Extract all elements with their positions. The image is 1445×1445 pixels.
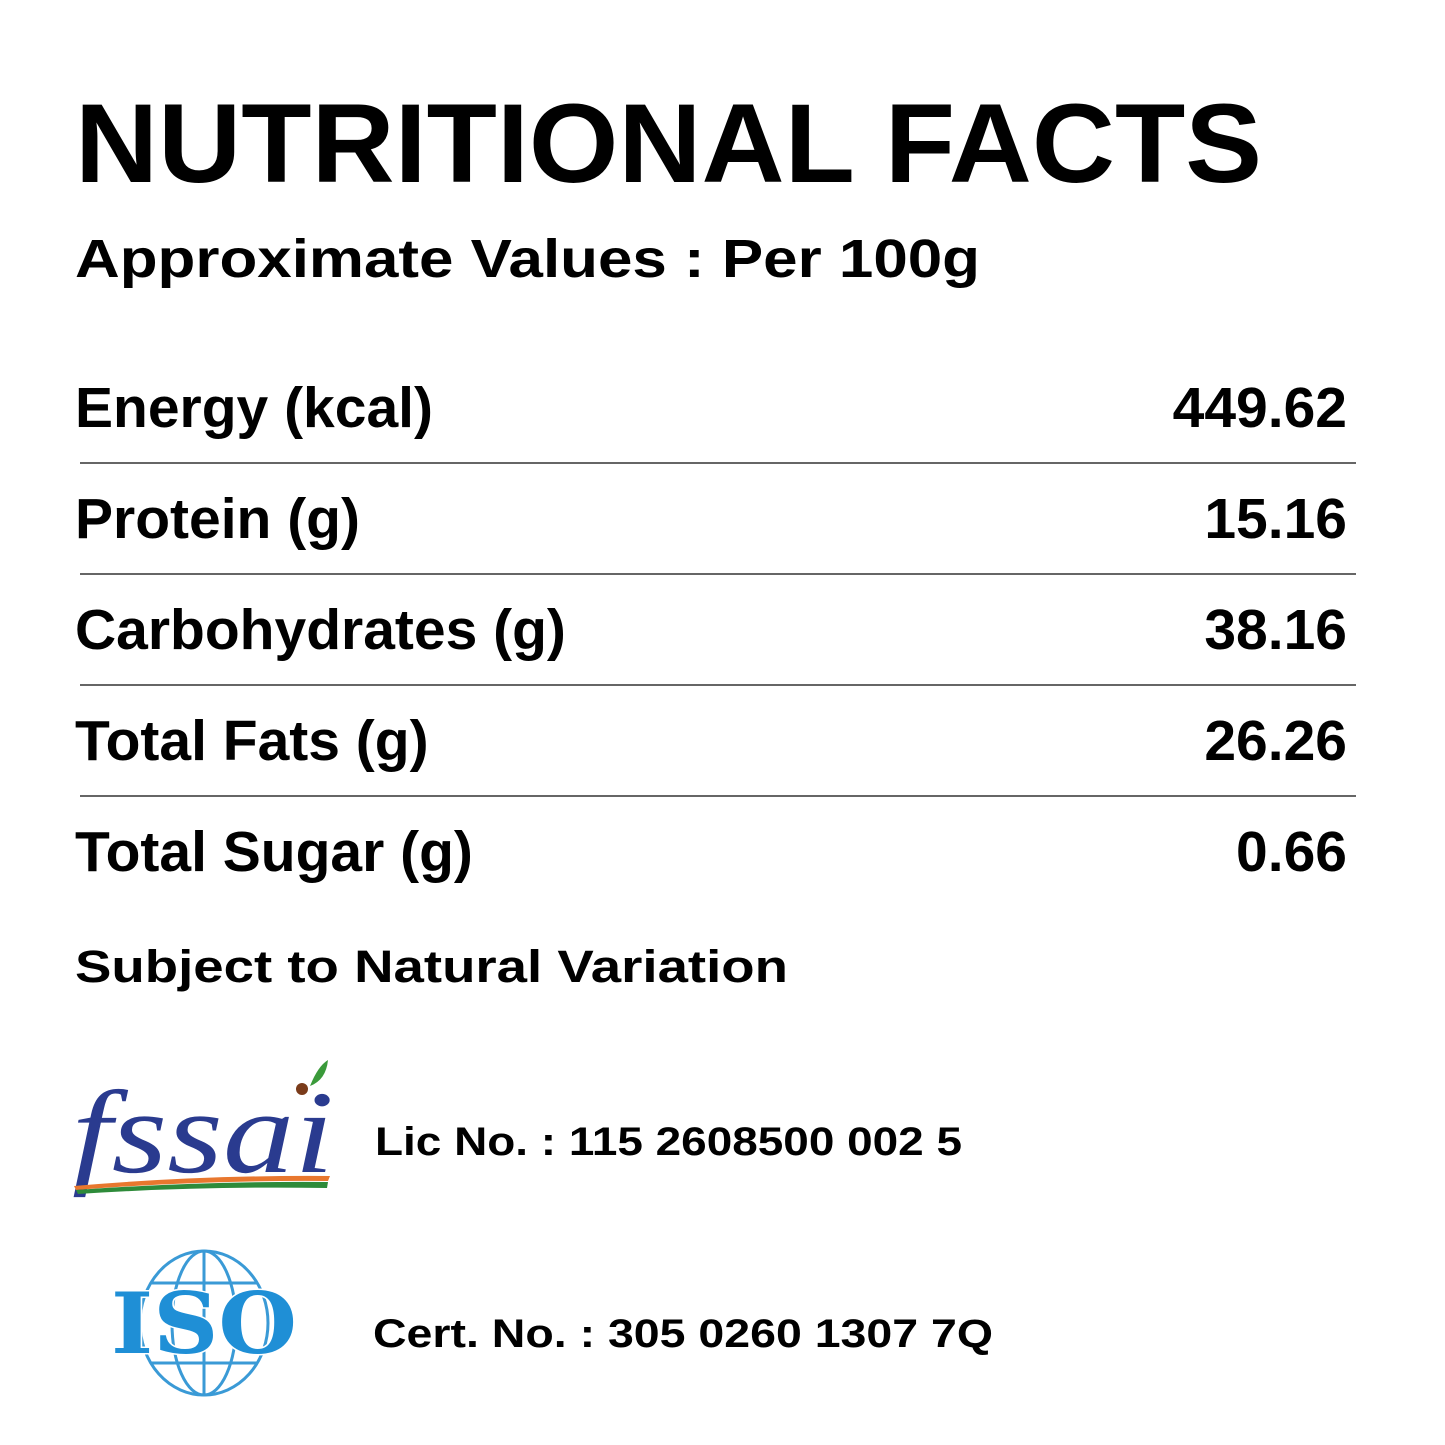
nutrient-label: Energy (kcal)	[75, 376, 433, 440]
nutrient-label: Total Fats (g)	[75, 709, 429, 773]
nutrient-label: Total Sugar (g)	[75, 820, 473, 884]
cert-number: Cert. No. : 305 0260 1307 7Q	[373, 1312, 993, 1356]
license-number: Lic No. : 115 2608500 002 5	[375, 1120, 962, 1164]
nutrient-value: 15.16	[1204, 487, 1347, 551]
title: NUTRITIONAL FACTS	[75, 81, 1262, 206]
nutrient-value: 449.62	[1173, 376, 1347, 440]
note: Subject to Natural Variation	[75, 941, 788, 992]
fssai-logo: fssai	[72, 1060, 334, 1198]
subtitle: Approximate Values : Per 100g	[75, 229, 980, 289]
nutrient-value: 38.16	[1204, 598, 1347, 662]
nutrient-value: 26.26	[1204, 709, 1347, 773]
nutrient-value: 0.66	[1236, 820, 1347, 884]
nutrient-label: Carbohydrates (g)	[75, 598, 566, 662]
fssai-leaf	[310, 1060, 328, 1086]
fssai-stripe	[76, 1181, 328, 1194]
nutrient-label: Protein (g)	[75, 487, 360, 551]
nutrition-table: Energy (kcal) 449.62 Protein (g) 15.16 Carbo…	[75, 376, 1356, 884]
iso-wordmark: ISO	[111, 1274, 297, 1373]
iso-logo: ISO	[110, 1249, 299, 1397]
fssai-dot	[296, 1083, 308, 1095]
fssai-stripe	[74, 1175, 330, 1190]
